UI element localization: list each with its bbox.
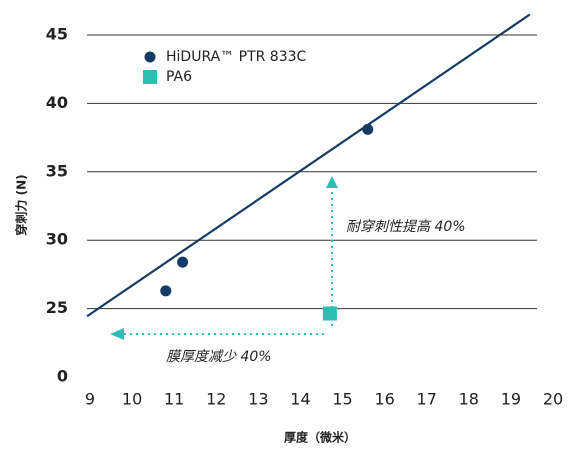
x-tick-label: 9 — [85, 390, 95, 409]
annotation-arrows — [110, 176, 338, 340]
x-tick-label: 16 — [374, 390, 394, 409]
legend-marker — [143, 70, 157, 84]
x-tick-label: 15 — [332, 390, 352, 409]
arrow-head — [326, 176, 338, 188]
y-axis-label: 穿刺力 (N) — [14, 174, 29, 235]
x-tick-label: 13 — [248, 390, 268, 409]
x-tick-label: 17 — [417, 390, 437, 409]
legend-label: PA6 — [166, 69, 192, 85]
point — [362, 123, 374, 135]
x-tick-label: 10 — [122, 390, 142, 409]
x-tick-label: 19 — [501, 390, 521, 409]
y-tick-label: 0 — [57, 367, 68, 386]
x-tick-label: 18 — [459, 390, 479, 409]
point — [177, 256, 189, 268]
x-tick-label: 14 — [290, 390, 310, 409]
annotation: 膜厚度减少 40% — [166, 349, 272, 365]
y-tick-label: 45 — [46, 25, 68, 44]
x-tick-label: 12 — [206, 390, 226, 409]
point — [322, 306, 337, 321]
legend-marker — [144, 51, 156, 63]
trend-line — [86, 13, 531, 318]
y-tick-label: 40 — [46, 93, 68, 112]
y-tick-label: 35 — [46, 161, 68, 180]
legend-label: HiDURA™ PTR 833C — [166, 49, 307, 65]
y-tick-label: 30 — [46, 230, 68, 249]
plot: 0 25 30 35 40 45 9 10 11 12 13 14 15 16 17 18 19 20 HiDURA… — [46, 13, 563, 409]
point — [160, 285, 172, 297]
x-tick-label: 20 — [543, 390, 563, 409]
arrow-head — [110, 328, 124, 340]
annotation: 耐穿刺性提高 40% — [346, 219, 466, 235]
x-axis-label: 厚度（微米） — [284, 430, 356, 445]
x-tick-label: 11 — [164, 390, 184, 409]
y-tick-label: 25 — [46, 298, 68, 317]
